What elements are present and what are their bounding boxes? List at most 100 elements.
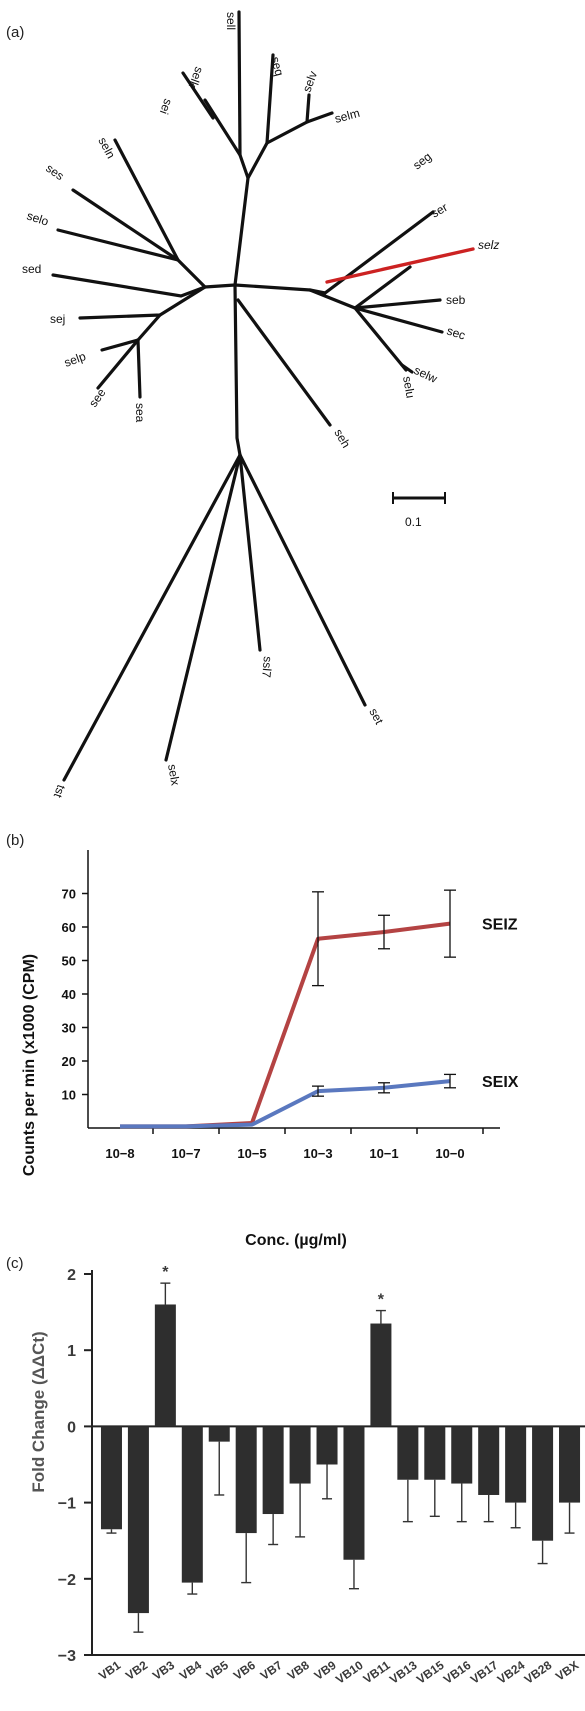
y-tick-label: 20 [62, 1054, 76, 1069]
panel-a-label: (a) [6, 24, 24, 41]
x-tick-label: VB28 [522, 1658, 555, 1687]
x-tick-label: 10−3 [303, 1146, 332, 1161]
bar [559, 1426, 581, 1503]
x-tick-label: VB11 [361, 1658, 393, 1686]
x-tick-label: 10−8 [105, 1146, 134, 1161]
bar-chart-bars: ** [100, 1264, 581, 1633]
scale-label: 0.1 [405, 515, 422, 529]
significance-star: * [162, 1264, 169, 1281]
x-tick-label: VB3 [150, 1658, 177, 1683]
y-tick-label: 60 [62, 920, 76, 935]
bar [100, 1426, 122, 1530]
x-tick-label: VB1 [96, 1658, 123, 1683]
x-tick-label: VB16 [441, 1658, 474, 1687]
x-axis-title: Conc. (µg/ml) [245, 1232, 347, 1249]
leaf-label: tst [51, 783, 69, 800]
x-tick-label: VB10 [333, 1658, 366, 1687]
y-tick-label: 10 [62, 1088, 76, 1103]
leaf-label: selk [186, 65, 207, 91]
x-tick-label: VBX [553, 1658, 581, 1684]
x-tick-label: VB7 [258, 1658, 285, 1683]
x-tick-label: 10−1 [369, 1146, 398, 1161]
leaf-label: sej [50, 312, 65, 326]
leaf-label: seg [410, 149, 434, 172]
panel-b-label: (b) [6, 832, 24, 849]
panel-b-line-chart: (b) 10 20 30 40 50 60 70 10−8 10−7 10−5 10−3 10−1 10… [0, 830, 585, 1250]
bar [154, 1304, 176, 1427]
panel-c-bar-chart: (c) 2 1 0 −1 −2 −3 VB1 VB2 VB3 VB4 VB5 VB6 VB7 VB8 VB9… [0, 1250, 585, 1711]
series-label: SEIZ [482, 917, 518, 934]
bar [343, 1426, 365, 1560]
bar [451, 1426, 473, 1484]
leaf-label: sec [445, 324, 467, 343]
bar [505, 1426, 527, 1503]
leaf-label: selm [333, 106, 361, 126]
x-tick-label: VB15 [414, 1658, 447, 1687]
series-label: SEIX [482, 1074, 519, 1091]
bar [289, 1426, 311, 1484]
significance-star: * [378, 1292, 385, 1309]
y-axis-title: Counts per min (x1000 (CPM) [21, 954, 38, 1176]
leaf-label: ssl7 [259, 656, 275, 679]
x-tick-label: VB5 [204, 1658, 231, 1683]
x-tick-label: VB6 [231, 1658, 258, 1683]
leaf-label-highlight: selz [478, 238, 499, 252]
y-tick-label: −1 [58, 1496, 76, 1513]
leaf-label: sell [224, 12, 238, 30]
selz-branch [325, 247, 475, 284]
leaf-label: seb [446, 293, 466, 307]
bar [262, 1426, 284, 1515]
tree-branches [51, 10, 444, 782]
bar [397, 1426, 419, 1480]
leaf-label: sea [133, 403, 147, 423]
leaf-label: selp [62, 349, 88, 370]
bar [316, 1426, 338, 1465]
bar [127, 1426, 149, 1614]
panel-c-label: (c) [6, 1255, 24, 1272]
leaf-label: ses [43, 161, 66, 183]
x-tick-label: 10−0 [435, 1146, 464, 1161]
y-tick-label: 40 [62, 987, 76, 1002]
line-chart-axes: 10 20 30 40 50 60 70 10−8 10−7 10−5 10−3 10−1 10−0 [62, 850, 500, 1161]
leaf-label: sei [157, 97, 175, 116]
leaf-label: ser [429, 200, 450, 220]
leaf-label: set [366, 706, 386, 727]
leaf-label: selx [165, 763, 182, 786]
x-tick-label: VB13 [387, 1658, 420, 1687]
bar [532, 1426, 554, 1541]
y-tick-label: 50 [62, 954, 76, 969]
x-tick-label: 10−5 [237, 1146, 266, 1161]
tree-figure: (a) [6, 10, 499, 800]
leaf-label: seq [268, 55, 287, 77]
bar [208, 1426, 230, 1442]
x-tick-label: VB24 [495, 1658, 528, 1687]
bar [181, 1426, 203, 1583]
x-tick-label: 10−7 [171, 1146, 200, 1161]
x-tick-label: VB17 [468, 1658, 501, 1687]
y-axis-title: Fold Change (ΔΔCt) [29, 1331, 48, 1492]
leaf-label: selo [25, 209, 51, 229]
y-tick-label: 2 [67, 1267, 76, 1284]
x-tick-label: VB2 [123, 1658, 150, 1683]
scale-bar: 0.1 [392, 492, 446, 529]
y-tick-label: 70 [62, 887, 76, 902]
y-tick-label: −3 [58, 1648, 76, 1665]
y-tick-label: 30 [62, 1021, 76, 1036]
leaf-label: sed [22, 262, 41, 276]
panel-a-tree: (a) [0, 0, 585, 830]
leaf-label: seh [331, 427, 353, 451]
bar [370, 1323, 392, 1427]
y-tick-label: −2 [58, 1572, 76, 1589]
leaf-label: selu [400, 375, 418, 399]
series-line [120, 921, 451, 1129]
bar [235, 1426, 257, 1534]
bar [478, 1426, 500, 1495]
line-chart-series: SEIZ SEIX [120, 889, 519, 1129]
bar [424, 1426, 446, 1480]
x-tick-label: VB8 [285, 1658, 312, 1683]
leaf-label: see [86, 386, 109, 410]
y-tick-label: 0 [67, 1419, 76, 1436]
leaf-label: selv [300, 69, 320, 94]
